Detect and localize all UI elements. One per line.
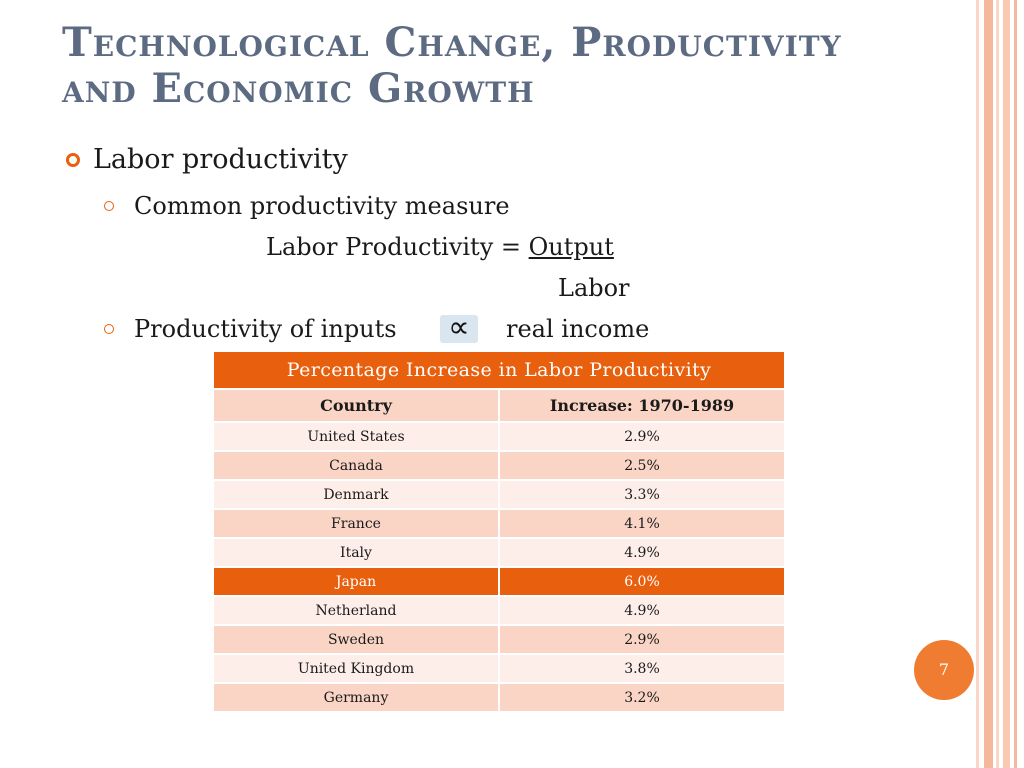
cell-increase: 3.2% bbox=[498, 682, 786, 713]
table-row: Netherland 4.9% bbox=[212, 595, 786, 626]
formula-line: Labor Productivity = Output bbox=[266, 233, 614, 261]
table-caption: Percentage Increase in Labor Productivit… bbox=[212, 350, 786, 390]
bullet-circle-icon bbox=[66, 153, 80, 167]
subbullet-circle-icon bbox=[104, 324, 114, 334]
table-row: Denmark 3.3% bbox=[212, 479, 786, 510]
cell-country: Sweden bbox=[212, 624, 500, 655]
cell-country: Germany bbox=[212, 682, 500, 713]
table-row: Italy 4.9% bbox=[212, 537, 786, 568]
table-row: Germany 3.2% bbox=[212, 682, 786, 713]
cell-increase: 2.9% bbox=[498, 624, 786, 655]
table-row: Canada 2.5% bbox=[212, 450, 786, 481]
table-row: United States 2.9% bbox=[212, 421, 786, 452]
subbullet-real-income: real income bbox=[506, 315, 650, 343]
cell-increase: 4.9% bbox=[498, 595, 786, 626]
cell-country: Denmark bbox=[212, 479, 500, 510]
cell-country: Canada bbox=[212, 450, 500, 481]
cell-increase: 2.5% bbox=[498, 450, 786, 481]
table-row-highlighted: Japan 6.0% bbox=[212, 566, 786, 597]
slide-title-line1: Technological Change, Productivity bbox=[62, 19, 842, 66]
table-row: Sweden 2.9% bbox=[212, 624, 786, 655]
formula-lhs: Labor Productivity = bbox=[266, 233, 529, 261]
header-increase: Increase: 1970-1989 bbox=[498, 388, 786, 423]
subbullet-circle-icon bbox=[104, 201, 114, 211]
cell-country: United States bbox=[212, 421, 500, 452]
productivity-table: Percentage Increase in Labor Productivit… bbox=[212, 350, 786, 713]
bullet-text: Labor productivity bbox=[93, 144, 348, 175]
table-row: United Kingdom 3.8% bbox=[212, 653, 786, 684]
subbullet-text: Productivity of inputs bbox=[134, 315, 397, 343]
page-number-badge: 7 bbox=[914, 640, 974, 700]
cell-increase: 4.9% bbox=[498, 537, 786, 568]
formula-denominator: Labor bbox=[558, 274, 630, 302]
cell-increase: 4.1% bbox=[498, 508, 786, 539]
slide-title-line2: and Economic Growth bbox=[62, 65, 535, 112]
cell-country: France bbox=[212, 508, 500, 539]
formula-numerator: Output bbox=[528, 233, 614, 261]
cell-country: Italy bbox=[212, 537, 500, 568]
slide-title: Technological Change, Productivity and E… bbox=[62, 20, 982, 112]
decorative-side-stripes bbox=[976, 0, 1024, 768]
header-country: Country bbox=[212, 388, 500, 423]
cell-country: Netherland bbox=[212, 595, 500, 626]
cell-increase: 6.0% bbox=[498, 566, 786, 597]
cell-country: Japan bbox=[212, 566, 500, 597]
cell-country: United Kingdom bbox=[212, 653, 500, 684]
table-row: France 4.1% bbox=[212, 508, 786, 539]
cell-increase: 3.3% bbox=[498, 479, 786, 510]
subbullet-text: Common productivity measure bbox=[134, 192, 510, 220]
proportional-icon: ∝ bbox=[440, 313, 478, 343]
cell-increase: 2.9% bbox=[498, 421, 786, 452]
cell-increase: 3.8% bbox=[498, 653, 786, 684]
